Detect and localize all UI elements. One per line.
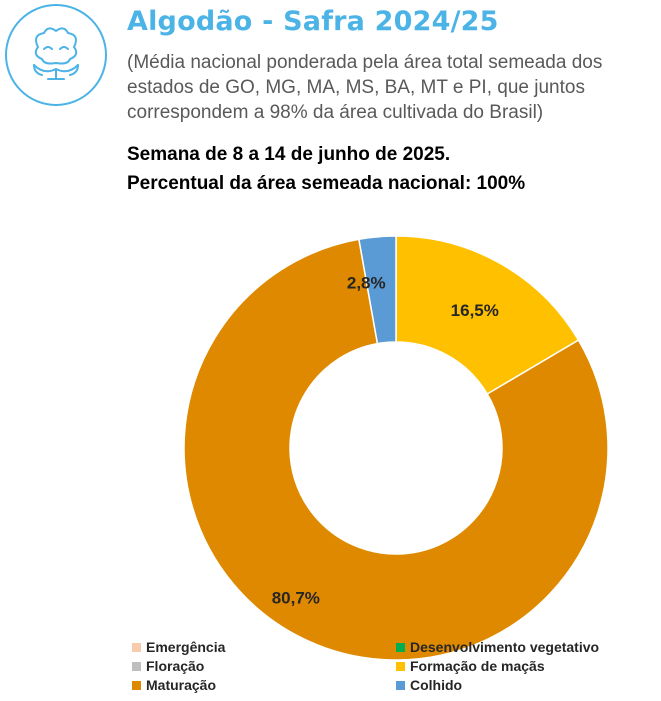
legend-swatch (396, 680, 405, 690)
legend-item-emergencia: Emergência (132, 638, 225, 656)
slice-colhido (358, 235, 397, 345)
legend-label: Maturação (146, 677, 217, 693)
legend-swatch (132, 680, 141, 690)
data-label-formacao-de-macas: 16,5% (451, 301, 499, 320)
legend-item-maturacao: Maturação (132, 676, 216, 694)
legend-item-floracao: Floração (132, 657, 204, 675)
legend-label: Colhido (410, 677, 463, 693)
legend-swatch (396, 642, 405, 652)
cotton-logo (4, 3, 108, 107)
legend-swatch (396, 661, 405, 671)
legend-item-desenvolvimento-vegetativo: Desenvolvimento vegetativo (396, 638, 599, 656)
week-label: Semana de 8 a 14 de junho de 2025. (127, 144, 451, 165)
legend-label: Formação de maçãs (410, 658, 545, 674)
data-label-maturacao: 80,7% (272, 589, 320, 608)
legend-label: Emergência (146, 639, 226, 655)
slice-maturacao (183, 238, 609, 661)
legend-label: Desenvolvimento vegetativo (410, 639, 600, 655)
slice-formacao-de-macas (395, 235, 580, 396)
data-label-colhido: 2,8% (347, 274, 386, 293)
legend-swatch (132, 661, 141, 671)
legend-swatch (132, 642, 141, 652)
page-subtitle: (Média nacional ponderada pela área tota… (127, 52, 603, 123)
cotton-flower-icon (5, 4, 107, 106)
sown-area-label: Percentual da área semeada nacional: 100… (127, 173, 526, 194)
legend-label: Floração (146, 658, 205, 674)
legend-item-formacao-de-macas: Formação de maçãs (396, 657, 545, 675)
legend-item-colhido: Colhido (396, 676, 462, 694)
chart-legend: Emergência Desenvolvimento vegetativo Flor… (132, 638, 657, 698)
page-title: Algodão - Safra 2024/25 (127, 6, 499, 37)
